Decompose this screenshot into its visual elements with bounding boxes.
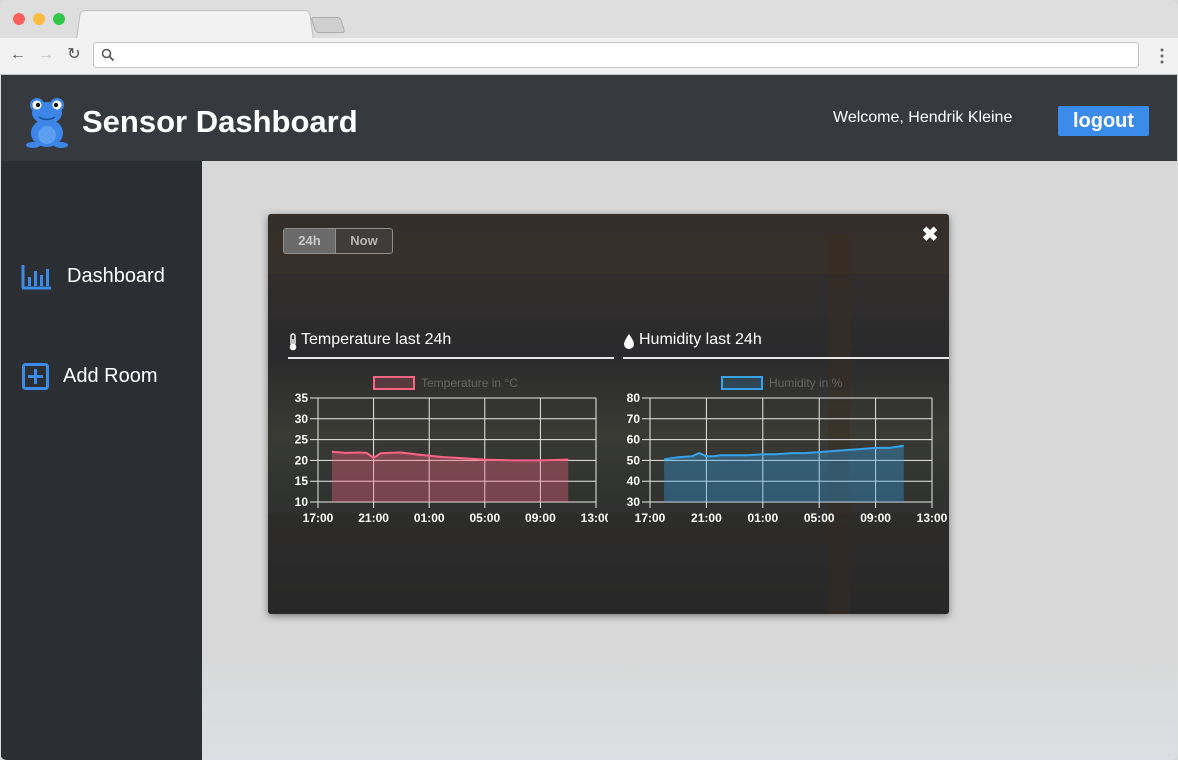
humidity-x-tick-label: 01:00 (747, 511, 778, 525)
humidity-title-underline (623, 357, 949, 359)
humidity-y-tick-label: 70 (627, 412, 641, 426)
thermometer-icon (289, 333, 297, 351)
temperature-series-line (331, 450, 569, 462)
frog-logo-icon (26, 98, 68, 148)
temperature-y-tick-label: 30 (295, 412, 309, 426)
range-now-button[interactable]: Now (336, 229, 392, 253)
humidity-y-tick-label: 60 (627, 433, 641, 447)
humidity-series-line (663, 444, 904, 461)
search-icon (101, 48, 115, 62)
sidebar-item-label: Dashboard (67, 265, 165, 287)
temperature-chart: Temperature in °C 35 30 25 20 15 10 17:00 21:00 0… (295, 376, 608, 525)
humidity-x-tick-label: 13:00 (917, 511, 948, 525)
temperature-y-tick-label: 35 (295, 391, 309, 405)
temperature-x-tick-label: 01:00 (414, 511, 445, 525)
forward-icon[interactable]: → (38, 46, 54, 63)
welcome-text: Welcome, Hendrik Kleine (833, 109, 1013, 126)
background-photo-floor (268, 514, 949, 614)
temperature-chart-title-text: Temperature last 24h (301, 331, 452, 348)
browser-menu-icon[interactable] (1160, 47, 1164, 65)
sidebar: Dashboard Add Room (1, 161, 202, 760)
browser-toolbar: ← → ↻ (0, 38, 1178, 75)
droplet-icon (624, 334, 634, 349)
temperature-series-area (331, 451, 569, 502)
address-bar[interactable] (93, 42, 1139, 68)
browser-titlebar (0, 0, 1178, 40)
bar-chart-icon (21, 265, 51, 290)
temperature-y-tick-label: 25 (295, 433, 309, 447)
back-icon[interactable]: ← (10, 46, 26, 63)
humidity-chart: Humidity in % 80 70 60 50 40 30 17:00 21:00 01:00… (627, 376, 948, 525)
close-icon[interactable]: ✖ (921, 224, 939, 246)
humidity-y-tick-label: 50 (627, 453, 641, 467)
humidity-y-tick-label: 80 (627, 391, 641, 405)
temperature-y-tick-label: 15 (295, 474, 309, 488)
room-detail-modal: 24h Now ✖ Temperature last 24h Humidity … (268, 214, 949, 614)
humidity-y-tick-label: 40 (627, 474, 641, 488)
range-24h-button[interactable]: 24h (284, 229, 336, 253)
temperature-x-tick-label: 17:00 (303, 511, 334, 525)
temperature-y-tick-label: 20 (295, 453, 309, 467)
temperature-legend-swatch (373, 376, 415, 390)
temperature-title-underline (288, 357, 614, 359)
humidity-legend-swatch (721, 376, 763, 390)
close-window-icon[interactable] (13, 13, 25, 25)
humidity-y-tick-label: 30 (627, 495, 641, 509)
range-toggle: 24h Now (283, 228, 393, 254)
temperature-y-tick-label: 10 (295, 495, 309, 509)
maximize-window-icon[interactable] (53, 13, 65, 25)
temperature-x-tick-label: 21:00 (358, 511, 389, 525)
reload-icon[interactable]: ↻ (67, 46, 81, 63)
app-header: Sensor Dashboard Welcome, Hendrik Kleine… (1, 75, 1177, 161)
temperature-x-tick-label: 09:00 (525, 511, 556, 525)
humidity-series-area (664, 445, 904, 502)
logout-button[interactable]: logout (1058, 106, 1149, 136)
humidity-x-tick-label: 09:00 (860, 511, 891, 525)
background-photo-post (828, 234, 850, 614)
add-square-icon (22, 363, 49, 390)
minimize-window-icon[interactable] (33, 13, 45, 25)
humidity-x-tick-label: 21:00 (691, 511, 722, 525)
temperature-x-tick-label: 13:00 (581, 511, 608, 525)
browser-tab[interactable] (76, 10, 314, 40)
sidebar-item-add-room[interactable]: Add Room (21, 362, 191, 392)
humidity-x-tick-label: 05:00 (804, 511, 835, 525)
new-tab-button[interactable] (310, 17, 346, 33)
temperature-x-tick-label: 05:00 (469, 511, 500, 525)
humidity-x-tick-label: 17:00 (635, 511, 666, 525)
humidity-legend-label: Humidity in % (769, 376, 843, 390)
sidebar-item-dashboard[interactable]: Dashboard (21, 262, 191, 292)
temperature-legend-label: Temperature in °C (421, 376, 518, 390)
app-title: Sensor Dashboard (82, 104, 358, 139)
sidebar-item-label: Add Room (63, 365, 158, 387)
humidity-chart-title-text: Humidity last 24h (639, 331, 762, 348)
